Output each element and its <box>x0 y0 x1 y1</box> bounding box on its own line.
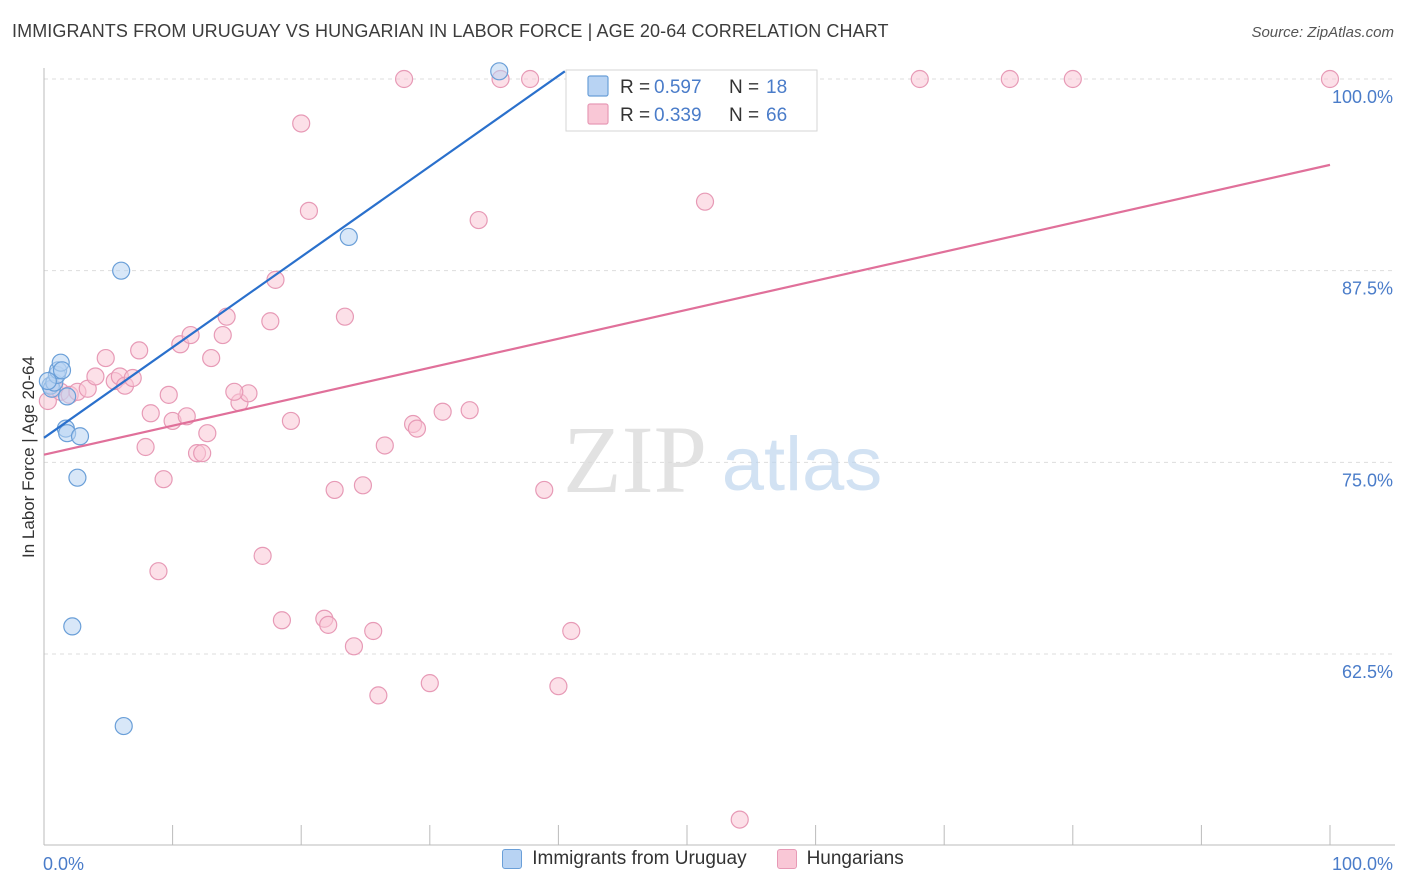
data-point <box>335 307 355 326</box>
data-point <box>339 227 358 247</box>
data-point <box>38 371 57 391</box>
data-point <box>130 341 149 360</box>
data-point <box>225 382 244 401</box>
data-point <box>63 617 82 636</box>
data-point <box>375 436 394 455</box>
data-point <box>281 411 301 431</box>
y-tick-labels: 62.5% 75.0% 87.5% 100.0% <box>1332 87 1393 682</box>
y-tick-label: 75.0% <box>1342 470 1393 490</box>
trendlines <box>43 70 1331 456</box>
data-point <box>149 562 168 581</box>
data-point <box>535 480 554 500</box>
data-point <box>549 677 568 696</box>
data-point <box>112 261 131 280</box>
axes <box>43 68 1395 846</box>
x-tick-label: 0.0% <box>43 854 84 874</box>
stats-r-label: R = <box>620 105 650 126</box>
legend-swatch-hungarians <box>776 849 797 869</box>
uruguay-trendline <box>43 70 566 439</box>
data-point <box>353 476 373 495</box>
legend-label-hungarians: Hungarians <box>806 848 904 869</box>
stats-n-label: N = <box>729 105 759 126</box>
gridlines <box>44 78 1395 655</box>
bottom-legend: Immigrants from Uruguay Hungarians <box>0 848 1406 870</box>
x-tick-labels: 0.0% 100.0% <box>43 854 1393 874</box>
data-point <box>136 437 155 457</box>
x-tick-label: 100.0% <box>1332 854 1393 874</box>
chart-title: IMMIGRANTS FROM URUGUAY VS HUNGARIAN IN … <box>12 21 889 41</box>
stats-swatch <box>587 75 609 97</box>
data-point <box>159 385 178 404</box>
stats-swatch <box>587 103 609 125</box>
data-point <box>490 62 509 81</box>
y-tick-label: 87.5% <box>1342 279 1393 299</box>
watermark-atlas: atlas <box>722 422 883 507</box>
data-point <box>123 368 142 388</box>
data-point <box>394 69 414 89</box>
stats-n-label: N = <box>729 77 759 98</box>
stats-r-value: 0.339 <box>654 105 702 126</box>
data-point <box>217 307 236 326</box>
stats-r-value: 0.597 <box>654 77 702 98</box>
data-point <box>52 361 72 380</box>
y-tick-label: 62.5% <box>1342 662 1393 682</box>
data-point <box>562 621 581 641</box>
legend-item-hungarians[interactable]: Hungarians <box>776 848 904 870</box>
data-point <box>730 810 749 829</box>
watermark-zip: ZIP <box>563 406 707 513</box>
legend-label-uruguay: Immigrants from Uruguay <box>532 848 747 869</box>
data-point <box>325 480 344 500</box>
stats-n-value: 18 <box>766 77 787 98</box>
data-point <box>1320 69 1340 89</box>
data-point <box>420 674 439 693</box>
stats-legend: R = 0.597 N = 18 R = 0.339 N = 66 <box>565 69 818 132</box>
data-point <box>70 427 90 446</box>
chart-source: Source: ZipAtlas.com <box>1251 24 1394 41</box>
stats-n-value: 66 <box>766 105 787 126</box>
data-point <box>460 401 479 420</box>
data-point <box>253 546 272 565</box>
data-point <box>213 325 232 345</box>
hungarians-trendline <box>43 163 1331 456</box>
data-point <box>469 210 488 230</box>
data-point <box>695 192 715 211</box>
data-point <box>521 69 540 89</box>
uruguay-points <box>38 62 509 736</box>
legend-swatch-uruguay <box>502 849 523 869</box>
data-point <box>261 312 280 331</box>
data-point <box>299 201 319 220</box>
data-point <box>272 611 292 630</box>
data-point <box>193 444 212 463</box>
data-point <box>68 468 87 487</box>
y-axis-label: In Labor Force | Age 20-64 <box>19 356 38 558</box>
data-point <box>1063 69 1082 89</box>
data-point <box>86 367 105 386</box>
data-point <box>114 716 133 736</box>
data-point <box>910 69 929 89</box>
data-point <box>198 424 217 443</box>
data-point <box>1000 69 1019 89</box>
data-point <box>344 637 364 656</box>
data-point <box>96 348 115 368</box>
data-point <box>154 470 173 489</box>
legend-item-uruguay[interactable]: Immigrants from Uruguay <box>502 848 747 870</box>
data-point <box>433 402 452 421</box>
data-point <box>141 404 160 423</box>
data-point <box>364 621 383 641</box>
stats-r-label: R = <box>620 77 650 98</box>
data-point <box>369 686 388 705</box>
data-point <box>319 615 338 634</box>
y-tick-label: 100.0% <box>1332 87 1393 107</box>
data-point <box>202 348 221 368</box>
data-point <box>292 114 311 133</box>
data-point <box>58 387 77 406</box>
data-point <box>407 419 427 438</box>
